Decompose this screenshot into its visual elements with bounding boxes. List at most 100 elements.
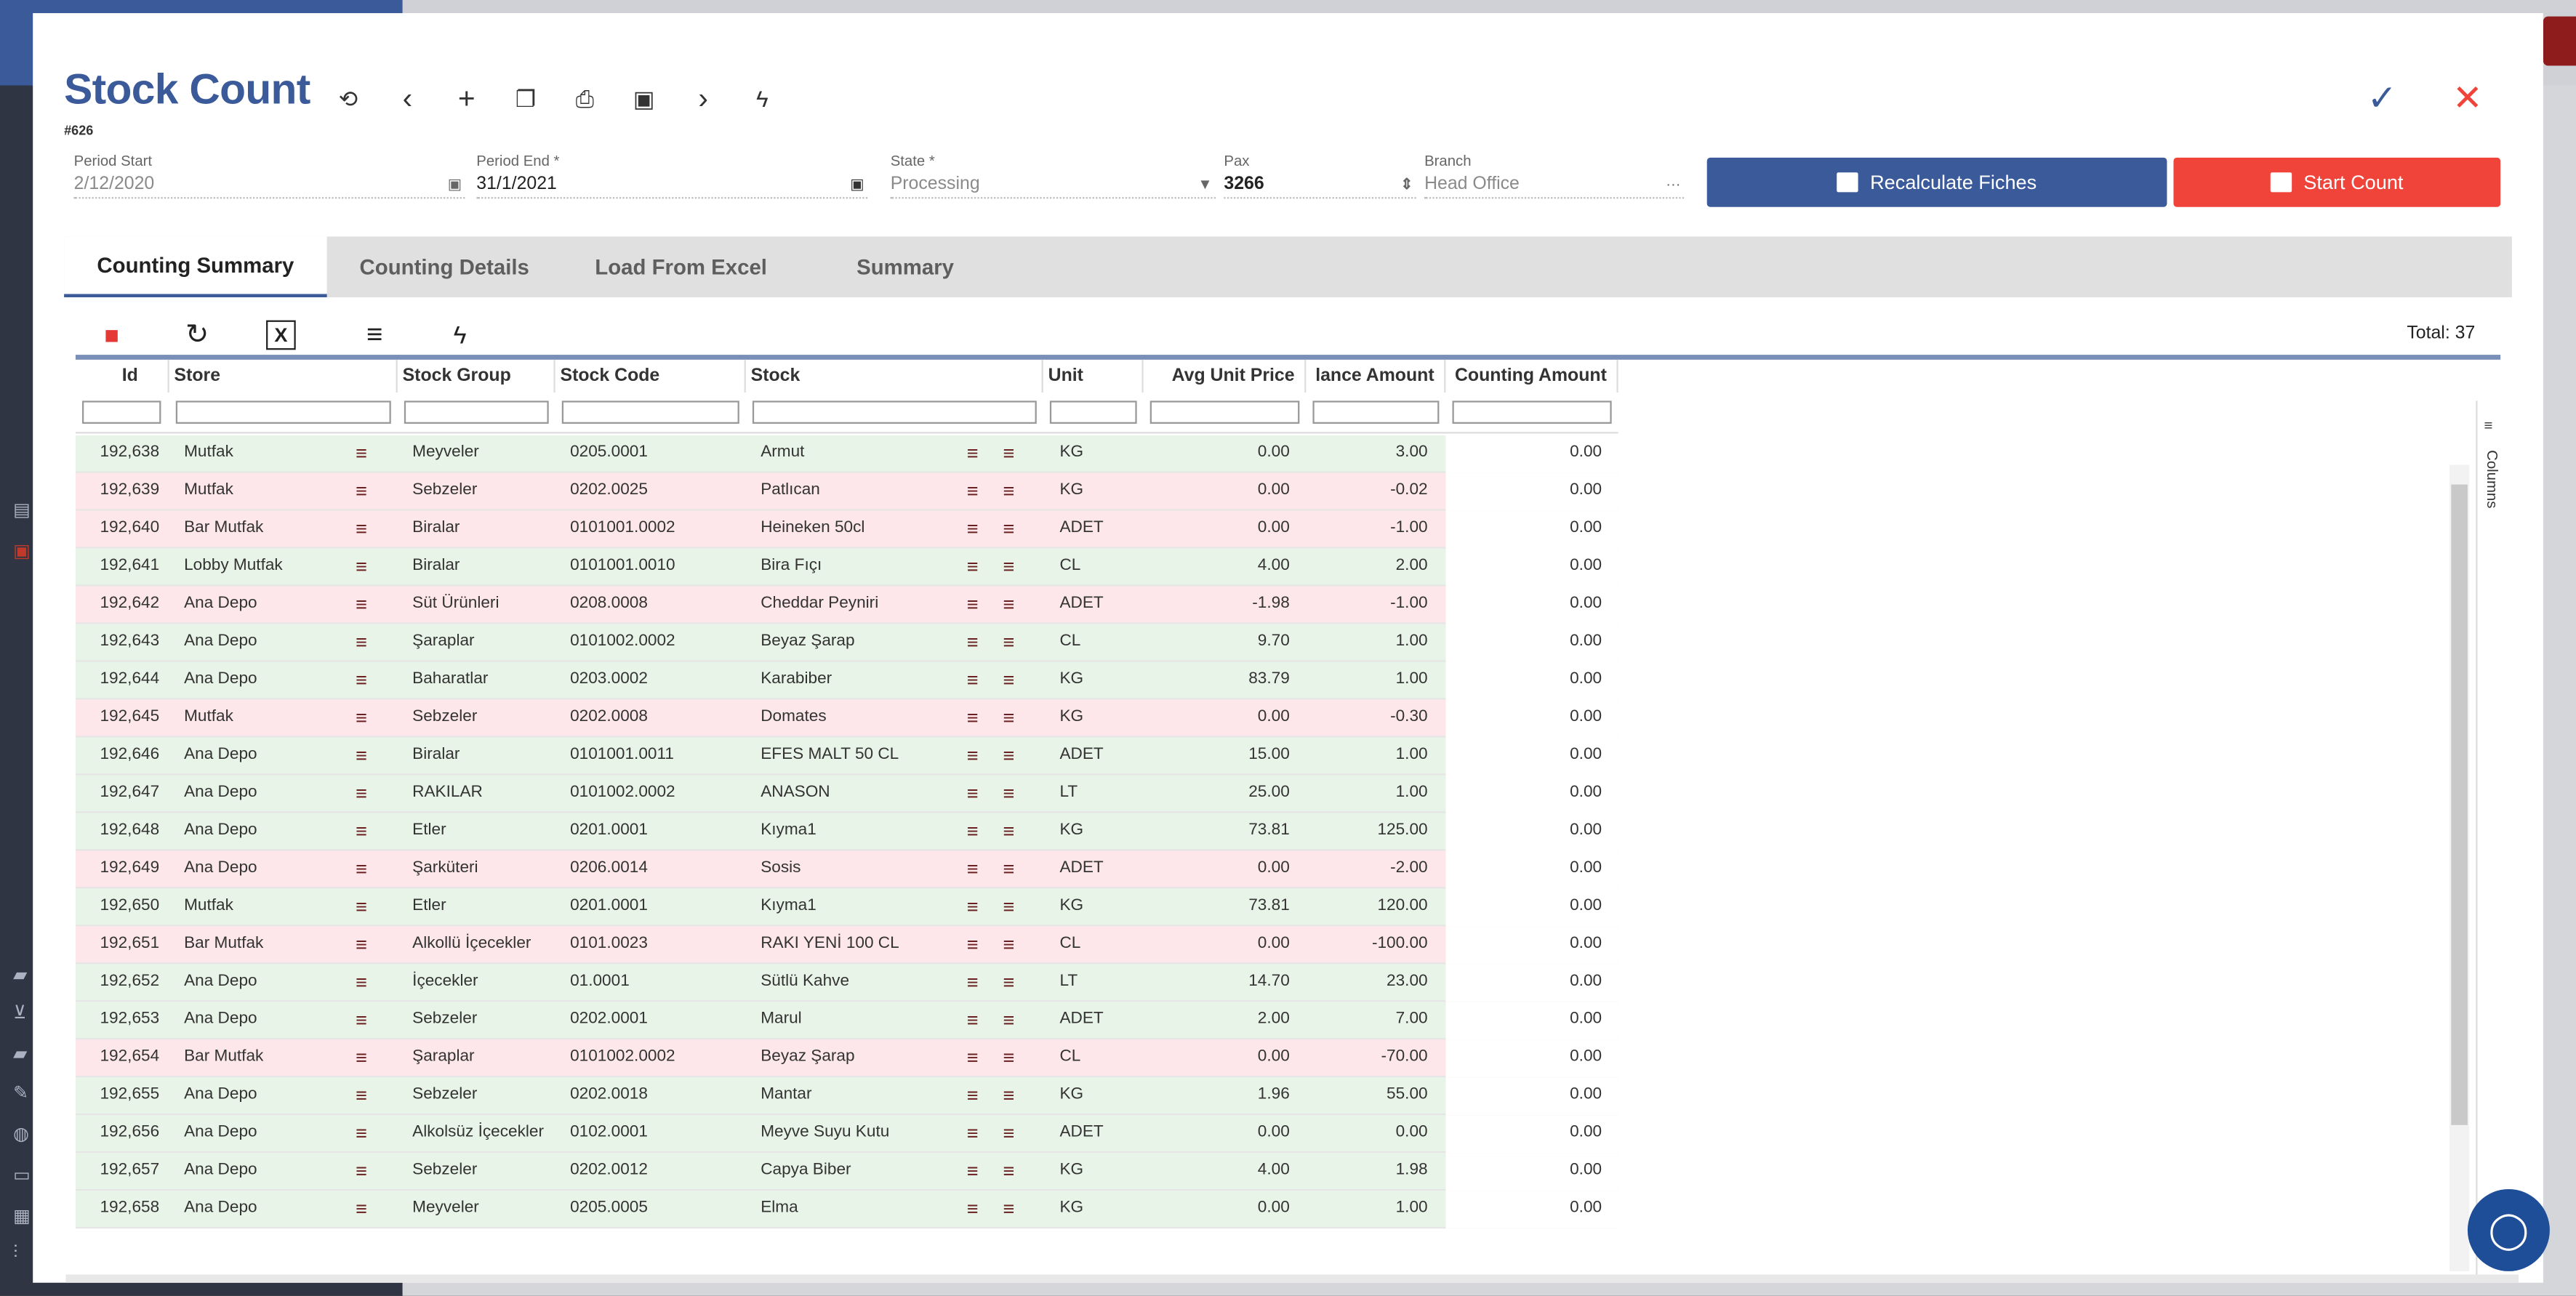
period-end-input[interactable]: 31/1/2021 ▣: [476, 171, 868, 199]
column-header-store[interactable]: Store: [169, 359, 398, 393]
edit-stock-icon[interactable]: ≡: [966, 1008, 979, 1032]
table-row[interactable]: 192,640 Bar Mutfak Biralar 0101001.0002 Hein…: [75, 510, 1618, 549]
cell-counting-amount[interactable]: 0.00: [1445, 699, 1618, 738]
table-row[interactable]: 192,643 Ana Depo Şaraplar 0101002.0002 Beyaz…: [75, 624, 1618, 662]
column-header-avg-unit-price[interactable]: Avg Unit Price: [1144, 359, 1307, 393]
stock-list-icon[interactable]: ≡: [1003, 592, 1015, 616]
copy-icon[interactable]: ❐: [515, 84, 537, 111]
edit-store-icon[interactable]: ≡: [356, 592, 368, 616]
edit-stock-icon[interactable]: ≡: [966, 1122, 979, 1145]
pax-field[interactable]: Pax 3266 ⇕: [1224, 151, 1416, 210]
edit-store-icon[interactable]: ≡: [356, 441, 368, 465]
edit-stock-icon[interactable]: ≡: [966, 479, 979, 503]
cell-counting-amount[interactable]: 0.00: [1445, 1115, 1618, 1154]
table-row[interactable]: 192,647 Ana Depo RAKILAR 0101002.0002 ANASON…: [75, 775, 1618, 813]
cell-counting-amount[interactable]: 0.00: [1445, 964, 1618, 1002]
table-row[interactable]: 192,658 Ana Depo Meyveler 0205.0005 Elma KG 0.…: [75, 1191, 1618, 1229]
state-field[interactable]: State * Processing ▼: [890, 151, 1216, 210]
filter-stock-group-input[interactable]: [404, 401, 549, 424]
filter-counting-amount-input[interactable]: [1452, 401, 1612, 424]
edit-stock-icon[interactable]: ≡: [966, 592, 979, 616]
filter-unit-input[interactable]: [1049, 401, 1137, 424]
calendar-icon[interactable]: ▣: [850, 175, 864, 193]
cell-counting-amount[interactable]: 0.00: [1445, 775, 1618, 813]
column-header-id[interactable]: Id: [76, 359, 169, 393]
edit-stock-icon[interactable]: ≡: [966, 706, 979, 730]
tab-summary[interactable]: Summary: [856, 254, 954, 280]
calendar-icon[interactable]: ▣: [447, 175, 462, 193]
columns-side-panel[interactable]: ≡ Columns: [2476, 401, 2507, 1283]
stock-list-icon[interactable]: ≡: [1003, 1159, 1015, 1183]
table-row[interactable]: 192,644 Ana Depo Baharatlar 0203.0002 Karabi…: [75, 661, 1618, 700]
table-row[interactable]: 192,641 Lobby Mutfak Biralar 0101001.0010 Bi…: [75, 548, 1618, 587]
grid-vertical-scrollbar[interactable]: [2449, 464, 2470, 1271]
recalculate-fiches-button[interactable]: Recalculate Fiches: [1706, 157, 2167, 207]
edit-stock-icon[interactable]: ≡: [966, 1197, 979, 1220]
stock-list-icon[interactable]: ≡: [1003, 1008, 1015, 1032]
period-end-field[interactable]: Period End * 31/1/2021 ▣: [476, 151, 868, 210]
stock-list-icon[interactable]: ≡: [1003, 1122, 1015, 1145]
edit-store-icon[interactable]: ≡: [356, 895, 368, 919]
next-record-icon[interactable]: ›: [698, 81, 708, 115]
edit-stock-icon[interactable]: ≡: [966, 933, 979, 957]
filter-stock-code-input[interactable]: [561, 401, 739, 424]
edit-stock-icon[interactable]: ≡: [966, 895, 979, 919]
table-row[interactable]: 192,649 Ana Depo Şarküteri 0206.0014 Sosis AD…: [75, 850, 1618, 889]
table-row[interactable]: 192,645 Mutfak Sebzeler 0202.0008 Domates KG 0…: [75, 699, 1618, 738]
edit-store-icon[interactable]: ≡: [356, 781, 368, 805]
tab-counting-summary[interactable]: Counting Summary: [64, 236, 327, 297]
stock-list-icon[interactable]: ≡: [1003, 441, 1015, 465]
cell-counting-amount[interactable]: 0.00: [1445, 586, 1618, 624]
history-icon[interactable]: ⟲: [338, 84, 358, 111]
print-icon[interactable]: ⎙: [575, 84, 595, 111]
table-row[interactable]: 192,650 Mutfak Etler 0201.0001 Kıyma1 KG 73.81…: [75, 888, 1618, 927]
stock-list-icon[interactable]: ≡: [1003, 781, 1015, 805]
stock-list-icon[interactable]: ≡: [1003, 479, 1015, 503]
edit-store-icon[interactable]: ≡: [356, 517, 368, 541]
stock-list-icon[interactable]: ≡: [1003, 895, 1015, 919]
confirm-check-icon[interactable]: ✓: [2367, 77, 2398, 118]
stock-list-icon[interactable]: ≡: [1003, 668, 1015, 692]
edit-store-icon[interactable]: ≡: [356, 933, 368, 957]
edit-store-icon[interactable]: ≡: [356, 479, 368, 503]
edit-stock-icon[interactable]: ≡: [966, 970, 979, 994]
edit-stock-icon[interactable]: ≡: [966, 819, 979, 843]
period-start-input[interactable]: 2/12/2020 ▣: [73, 171, 465, 199]
edit-store-icon[interactable]: ≡: [356, 1046, 368, 1069]
edit-store-icon[interactable]: ≡: [356, 1159, 368, 1183]
excel-export-icon[interactable]: X: [266, 320, 296, 350]
stock-list-icon[interactable]: ≡: [1003, 1084, 1015, 1107]
edit-stock-icon[interactable]: ≡: [966, 555, 979, 579]
table-row[interactable]: 192,648 Ana Depo Etler 0201.0001 Kıyma1 KG 73.…: [75, 813, 1618, 851]
cell-counting-amount[interactable]: 0.00: [1445, 1191, 1618, 1229]
stock-list-icon[interactable]: ≡: [1003, 857, 1015, 881]
period-start-field[interactable]: Period Start 2/12/2020 ▣: [73, 151, 465, 210]
filter-avg-unit-price-input[interactable]: [1149, 401, 1300, 424]
filter-balance-amount-input[interactable]: [1312, 401, 1440, 424]
edit-store-icon[interactable]: ≡: [356, 1008, 368, 1032]
table-row[interactable]: 192,655 Ana Depo Sebzeler 0202.0018 Mantar KG…: [75, 1077, 1618, 1116]
column-header-stock-group[interactable]: Stock Group: [398, 359, 555, 393]
cell-counting-amount[interactable]: 0.00: [1445, 435, 1618, 473]
state-select[interactable]: Processing ▼: [890, 171, 1216, 199]
edit-stock-icon[interactable]: ≡: [966, 1046, 979, 1069]
stock-list-icon[interactable]: ≡: [1003, 1046, 1015, 1069]
edit-stock-icon[interactable]: ≡: [966, 517, 979, 541]
table-row[interactable]: 192,642 Ana Depo Süt Ürünleri 0208.0008 Ched…: [75, 586, 1618, 624]
edit-stock-icon[interactable]: ≡: [966, 441, 979, 465]
column-header-counting-amount[interactable]: Counting Amount: [1445, 359, 1618, 393]
cell-counting-amount[interactable]: 0.00: [1445, 737, 1618, 776]
filter-id-input[interactable]: [81, 401, 161, 424]
cell-counting-amount[interactable]: 0.00: [1445, 813, 1618, 851]
pax-input[interactable]: 3266 ⇕: [1224, 171, 1416, 199]
cell-counting-amount[interactable]: 0.00: [1445, 926, 1618, 965]
edit-store-icon[interactable]: ≡: [356, 970, 368, 994]
edit-store-icon[interactable]: ≡: [356, 555, 368, 579]
chat-launcher-button[interactable]: ◯: [2467, 1188, 2550, 1271]
cell-counting-amount[interactable]: 0.00: [1445, 624, 1618, 662]
edit-store-icon[interactable]: ≡: [356, 630, 368, 654]
tab-load-from-excel[interactable]: Load From Excel: [595, 254, 767, 280]
edit-store-icon[interactable]: ≡: [356, 1197, 368, 1220]
tab-counting-details[interactable]: Counting Details: [359, 254, 529, 280]
menu-icon[interactable]: ≡: [366, 318, 383, 350]
